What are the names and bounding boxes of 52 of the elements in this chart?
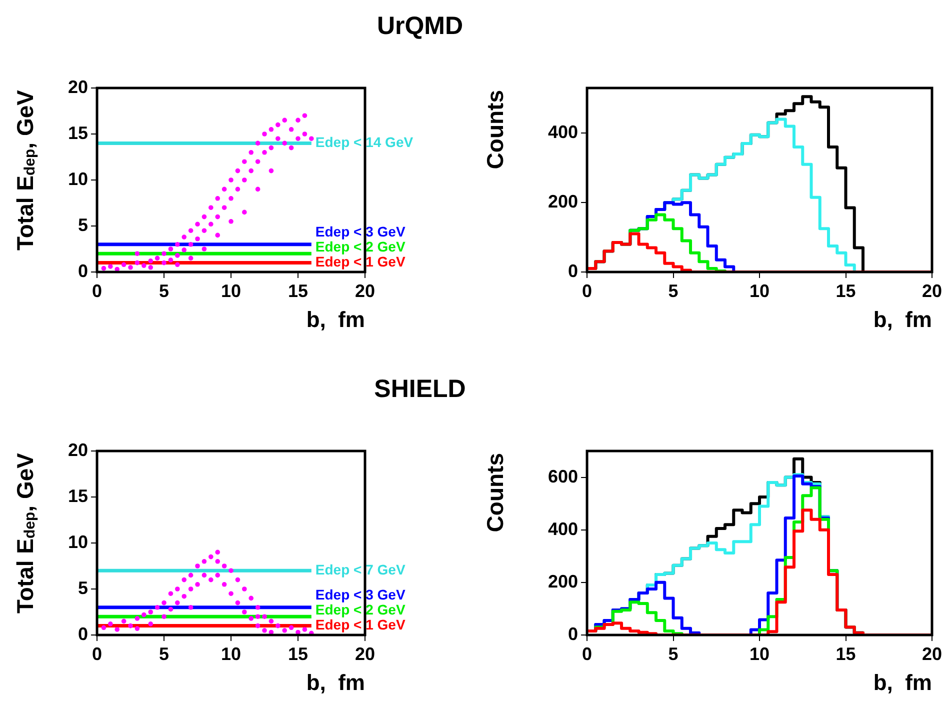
y-tick-label: 5: [78, 214, 88, 235]
ref-line-label: Edep < 2 GeV: [315, 238, 406, 255]
y-tick-label: 0: [78, 260, 88, 281]
x-tick-label: 0: [582, 280, 592, 301]
x-tick-label: 0: [582, 644, 592, 664]
y-tick-label: 10: [68, 168, 88, 189]
x-tick-label: 5: [159, 280, 170, 301]
x-axis-title: b, fm: [873, 306, 932, 332]
x-tick-label: 10: [749, 280, 770, 301]
x-tick-label: 15: [288, 280, 308, 301]
y-tick-label: 15: [68, 122, 88, 143]
x-tick-label: 0: [92, 280, 102, 301]
x-axis-title: b, fm: [873, 670, 932, 695]
x-tick-label: 0: [92, 644, 102, 664]
y-tick-label: 200: [548, 571, 578, 592]
x-tick-label: 15: [836, 644, 856, 664]
y-tick-label: 0: [568, 260, 578, 281]
x-tick-label: 20: [354, 280, 376, 301]
ref-line-label: Edep < 1 GeV: [315, 254, 406, 270]
x-tick-label: 15: [836, 280, 856, 301]
y-tick-label: 200: [548, 192, 578, 212]
ref-line-label: Edep < 3 GeV: [315, 586, 406, 603]
y-tick-label: 15: [68, 486, 88, 506]
x-tick-label: 20: [922, 280, 942, 301]
x-tick-label: 5: [668, 644, 678, 664]
y-tick-label: 20: [68, 440, 88, 460]
ref-line-label: Edep < 14 GeV: [315, 134, 414, 150]
ref-line-label: Edep < 2 GeV: [315, 602, 406, 618]
x-tick-label: 5: [159, 644, 170, 664]
ref-line-label: Edep < 1 GeV: [315, 616, 406, 633]
y-tick-label: 10: [68, 532, 88, 552]
ref-line-label: Edep < 3 GeV: [315, 224, 406, 240]
y-tick-label: 20: [68, 76, 88, 97]
y-tick-label: 0: [568, 624, 578, 644]
y-tick-label: 600: [548, 466, 578, 486]
x-tick-label: 10: [220, 644, 242, 664]
y-axis-title: Counts: [482, 453, 509, 532]
text: UrQMD: [376, 12, 464, 41]
y-tick-label: 400: [548, 122, 578, 142]
x-tick-label: 20: [354, 644, 376, 664]
text: SHIELD: [374, 375, 466, 404]
x-tick-label: 10: [220, 280, 242, 301]
x-tick-label: 5: [668, 280, 678, 301]
y-axis-title: Counts: [482, 90, 509, 170]
x-tick-label: 10: [749, 644, 770, 664]
x-tick-label: 15: [288, 644, 308, 664]
y-tick-label: 0: [78, 624, 88, 644]
x-axis-title: b, fm: [306, 306, 365, 332]
x-tick-label: 20: [922, 644, 942, 664]
x-axis-title: b, fm: [306, 670, 365, 695]
y-tick-label: 400: [548, 518, 578, 539]
y-tick-label: 5: [78, 578, 88, 598]
